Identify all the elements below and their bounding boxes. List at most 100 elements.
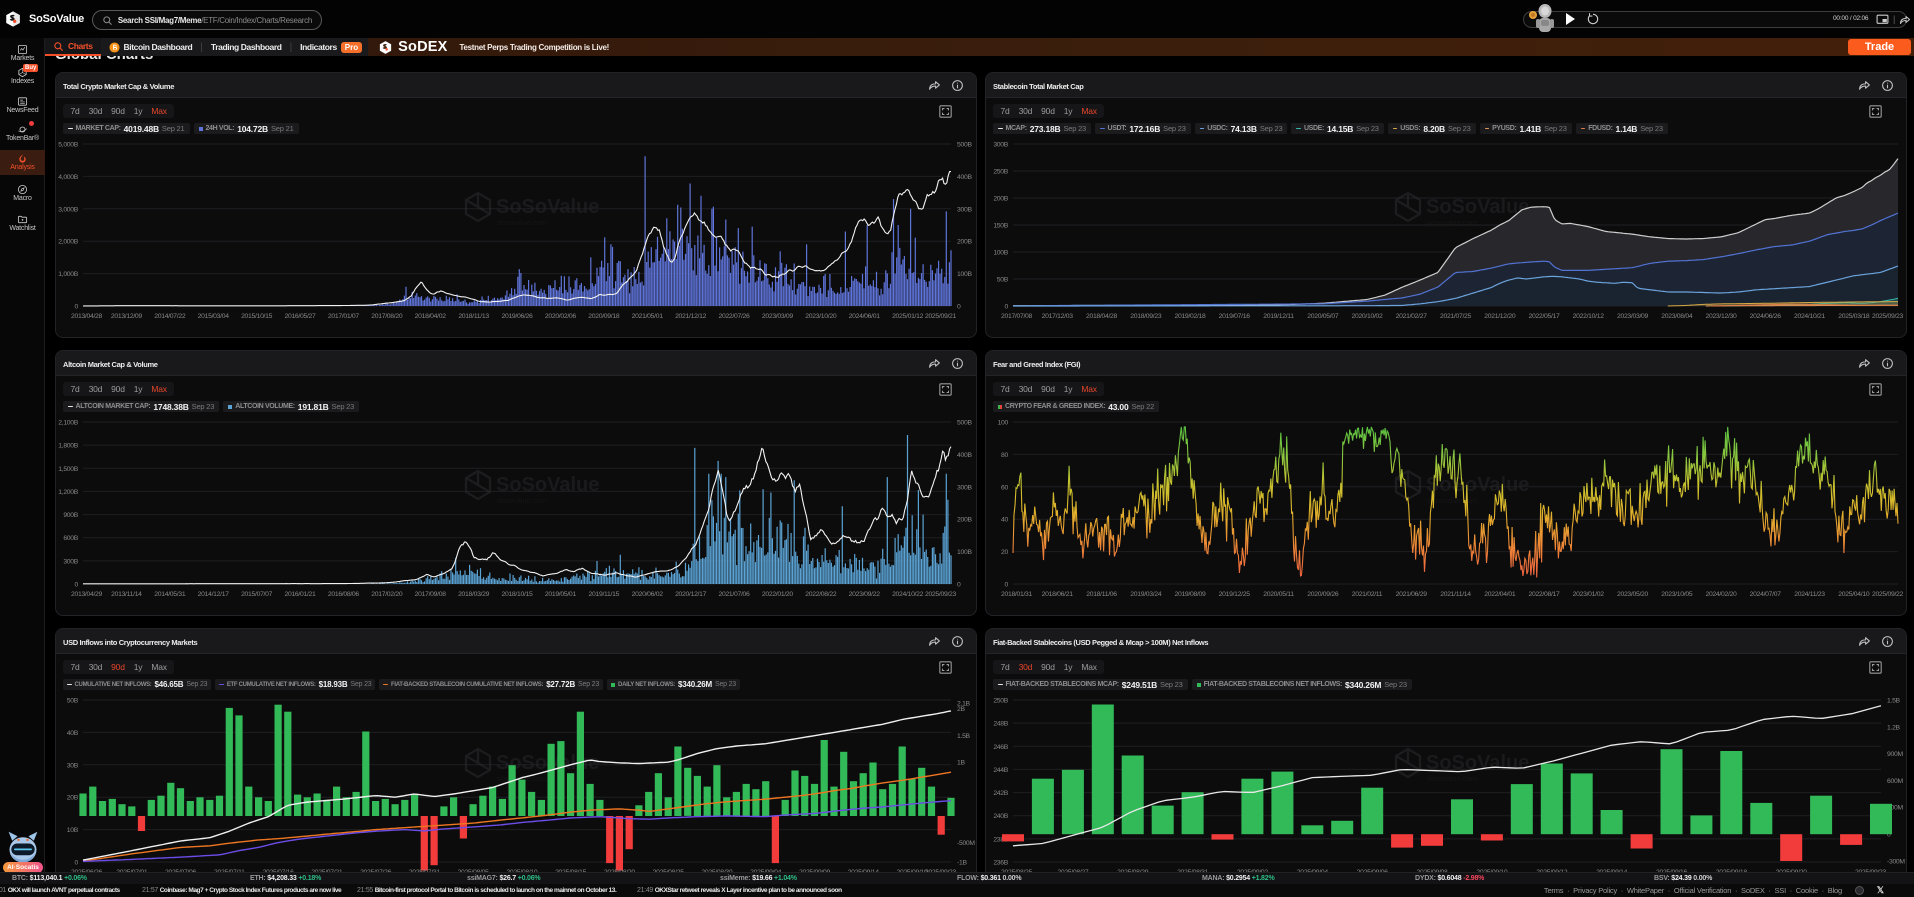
svg-text:236B: 236B: [993, 860, 1008, 867]
svg-text:0: 0: [1005, 582, 1009, 589]
svg-text:0: 0: [1005, 304, 1009, 311]
svg-text:2024/10/22: 2024/10/22: [892, 591, 924, 598]
svg-text:2018/09/23: 2018/09/23: [1130, 313, 1162, 320]
svg-text:0: 0: [75, 304, 79, 311]
svg-text:2017/02/20: 2017/02/20: [371, 591, 403, 598]
svg-text:2023/03/09: 2023/03/09: [762, 313, 794, 320]
svg-text:40: 40: [1001, 517, 1008, 524]
svg-text:2023/08/04: 2023/08/04: [1661, 313, 1693, 320]
svg-text:2021/07/06: 2021/07/06: [718, 591, 750, 598]
svg-text:2015/03/04: 2015/03/04: [198, 313, 230, 320]
svg-text:40B: 40B: [67, 730, 79, 737]
svg-text:1,500B: 1,500B: [58, 466, 79, 473]
svg-text:2019/05/01: 2019/05/01: [545, 591, 577, 598]
svg-text:100B: 100B: [957, 271, 972, 278]
svg-text:2025/09/22: 2025/09/22: [1872, 591, 1904, 598]
svg-text:2014/07/22: 2014/07/22: [154, 313, 186, 320]
svg-text:200B: 200B: [993, 196, 1008, 203]
svg-text:200B: 200B: [957, 517, 972, 524]
svg-text:400B: 400B: [957, 174, 972, 181]
svg-text:2013/11/14: 2013/11/14: [111, 591, 142, 598]
svg-text:sosovalue.com: sosovalue.com: [497, 774, 547, 783]
svg-text:2020/05/07: 2020/05/07: [1307, 313, 1339, 320]
svg-text:300B: 300B: [993, 142, 1008, 149]
svg-text:2023/12/30: 2023/12/30: [1705, 313, 1737, 320]
svg-text:2025/09/21: 2025/09/21: [925, 313, 957, 320]
svg-text:2016/01/21: 2016/01/21: [284, 591, 316, 598]
svg-text:900M: 900M: [1887, 751, 1903, 758]
svg-text:246B: 246B: [993, 744, 1008, 751]
svg-text:sosovalue.com: sosovalue.com: [1427, 496, 1477, 505]
svg-text:2021/12/12: 2021/12/12: [675, 313, 707, 320]
svg-text:2018/11/13: 2018/11/13: [458, 313, 489, 320]
svg-text:2021/02/27: 2021/02/27: [1396, 313, 1428, 320]
svg-text:60: 60: [1001, 484, 1008, 491]
svg-text:50B: 50B: [67, 698, 79, 705]
svg-text:2022/07/26: 2022/07/26: [718, 313, 750, 320]
svg-text:2B: 2B: [957, 706, 965, 713]
svg-text:500B: 500B: [957, 142, 972, 149]
svg-text:242B: 242B: [993, 790, 1008, 797]
svg-text:900B: 900B: [63, 512, 78, 519]
svg-text:2021/06/29: 2021/06/29: [1396, 591, 1428, 598]
svg-text:100: 100: [998, 420, 1009, 427]
svg-text:2019/12/25: 2019/12/25: [1219, 591, 1251, 598]
svg-text:2022/08/17: 2022/08/17: [1528, 591, 1560, 598]
svg-text:SoSoValue: SoSoValue: [1426, 196, 1529, 218]
svg-text:2019/03/24: 2019/03/24: [1130, 591, 1162, 598]
svg-text:2023/01/02: 2023/01/02: [1573, 591, 1605, 598]
svg-text:1B: 1B: [957, 760, 965, 767]
svg-text:50B: 50B: [997, 277, 1009, 284]
svg-text:2024/07/07: 2024/07/07: [1750, 591, 1782, 598]
svg-text:200B: 200B: [957, 239, 972, 246]
svg-text:2018/03/29: 2018/03/29: [458, 591, 490, 598]
svg-text:300B: 300B: [63, 558, 78, 565]
svg-text:5,000B: 5,000B: [58, 142, 79, 149]
svg-text:2015/10/15: 2015/10/15: [241, 313, 273, 320]
svg-text:2022/05/17: 2022/05/17: [1528, 313, 1560, 320]
svg-text:150B: 150B: [993, 223, 1008, 230]
svg-text:244B: 244B: [993, 767, 1008, 774]
svg-text:1,200B: 1,200B: [58, 489, 79, 496]
svg-text:2019/08/09: 2019/08/09: [1174, 591, 1206, 598]
svg-text:2022/01/20: 2022/01/20: [762, 591, 794, 598]
svg-text:2020/02/06: 2020/02/06: [545, 313, 577, 320]
svg-text:2017/07/08: 2017/07/08: [1001, 313, 1033, 320]
svg-text:2017/08/20: 2017/08/20: [371, 313, 403, 320]
svg-text:0: 0: [75, 582, 79, 589]
svg-text:2024/11/23: 2024/11/23: [1794, 591, 1825, 598]
svg-text:250B: 250B: [993, 698, 1008, 705]
svg-text:2023/09/22: 2023/09/22: [849, 591, 881, 598]
svg-text:2020/09/26: 2020/09/26: [1307, 591, 1339, 598]
svg-text:2023/03/09: 2023/03/09: [1617, 313, 1649, 320]
svg-text:1.2B: 1.2B: [1887, 724, 1901, 731]
svg-text:SoSoValue: SoSoValue: [1426, 474, 1529, 496]
svg-text:2021/12/20: 2021/12/20: [1484, 313, 1516, 320]
svg-text:2023/10/20: 2023/10/20: [805, 313, 837, 320]
svg-text:2018/04/28: 2018/04/28: [1086, 313, 1118, 320]
svg-text:250B: 250B: [993, 169, 1008, 176]
svg-text:2021/02/11: 2021/02/11: [1352, 591, 1383, 598]
svg-text:2,000B: 2,000B: [58, 239, 79, 246]
svg-text:2019/11/15: 2019/11/15: [589, 591, 620, 598]
svg-text:2017/12/03: 2017/12/03: [1042, 313, 1074, 320]
svg-text:248B: 248B: [993, 721, 1008, 728]
svg-text:2013/12/09: 2013/12/09: [111, 313, 143, 320]
svg-text:20: 20: [1001, 549, 1008, 556]
svg-text:30B: 30B: [67, 762, 79, 769]
svg-text:100B: 100B: [993, 250, 1008, 257]
svg-text:2018/04/02: 2018/04/02: [415, 313, 447, 320]
svg-text:80: 80: [1001, 452, 1008, 459]
svg-text:2020/09/18: 2020/09/18: [588, 313, 620, 320]
svg-text:sosovalue.com: sosovalue.com: [1427, 218, 1477, 227]
svg-text:2018/06/21: 2018/06/21: [1042, 591, 1074, 598]
svg-text:2022/08/22: 2022/08/22: [805, 591, 837, 598]
svg-text:SoSoValue: SoSoValue: [1426, 752, 1529, 774]
svg-text:0: 0: [75, 860, 79, 867]
svg-text:2020/05/11: 2020/05/11: [1263, 591, 1294, 598]
svg-text:2018/11/06: 2018/11/06: [1086, 591, 1117, 598]
svg-text:-1B: -1B: [957, 860, 967, 867]
svg-text:240B: 240B: [993, 813, 1008, 820]
svg-text:2016/05/27: 2016/05/27: [284, 313, 316, 320]
svg-text:300B: 300B: [957, 206, 972, 213]
